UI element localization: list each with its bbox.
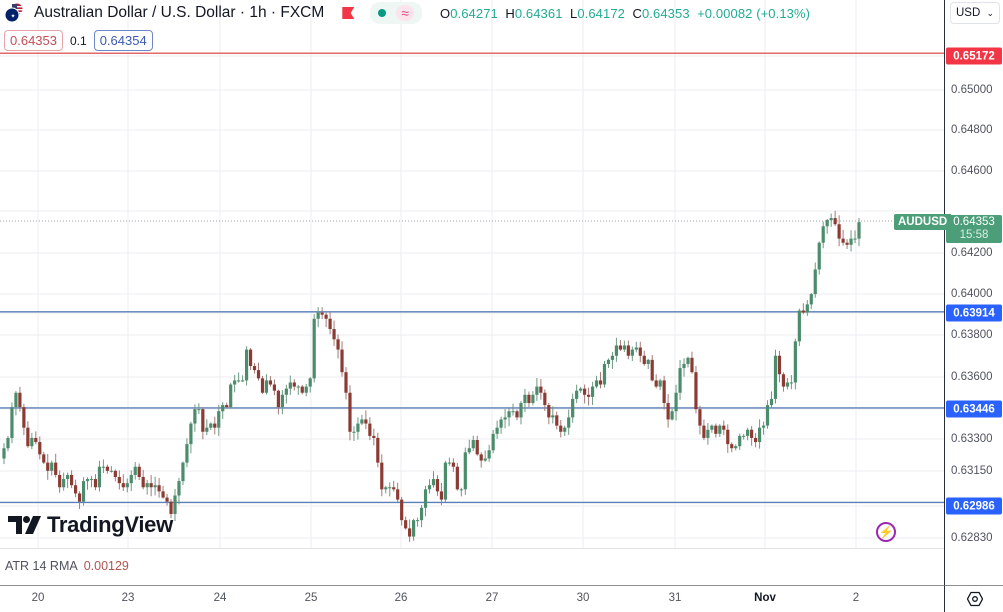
time-axis-label: 27	[485, 592, 499, 604]
time-axis-label: Nov	[754, 592, 776, 604]
sell-price-button[interactable]: 0.64353	[4, 30, 63, 51]
flag-icon[interactable]	[342, 7, 355, 19]
buy-price-button[interactable]: 0.64354	[93, 30, 153, 51]
last-price-value: 0.64353	[953, 216, 995, 228]
atr-name: ATR 14 RMA	[5, 559, 78, 573]
chevron-down-icon: ⌄	[986, 7, 994, 18]
last-price-symbol: AUDUSD	[894, 214, 952, 230]
svg-text:✦: ✦	[11, 13, 16, 20]
price-axis-label: 0.63300	[951, 433, 993, 445]
spread-value: 0.1	[70, 33, 87, 48]
time-axis-label: 31	[668, 592, 682, 604]
time-axis-label: 26	[394, 592, 408, 604]
time-axis[interactable]: 20 23 24 25 26 27 30 31 Nov 2	[0, 585, 944, 612]
bar-countdown: 15:58	[959, 229, 989, 241]
price-axis-label: 0.64800	[951, 124, 993, 136]
low-label: L	[569, 5, 578, 21]
time-axis-label: 23	[121, 592, 135, 604]
price-axis-label: 0.62830	[951, 532, 993, 544]
price-axis-label: 0.65000	[951, 84, 993, 96]
close-value: 0.64353	[641, 5, 690, 21]
price-level-tag: 0.62986	[946, 497, 1002, 515]
price-axis-label: 0.63800	[951, 329, 993, 341]
change-value: +0.00082 (+0.13%)	[697, 5, 811, 21]
tradingview-logo[interactable]: TradingView	[8, 512, 173, 538]
lightning-icon[interactable]: ⚡	[876, 522, 896, 542]
symbol-title[interactable]: Australian Dollar / U.S. Dollar · 1h · F…	[34, 4, 325, 21]
au-us-flag-icon: ✦	[4, 3, 26, 23]
atr-legend: ATR 14 RMA 0.00129	[5, 559, 129, 573]
atr-value: 0.00129	[83, 559, 129, 573]
market-status-badge[interactable]: ≈	[370, 2, 422, 24]
time-axis-label: 30	[576, 592, 590, 604]
last-price-tag: AUDUSD	[894, 214, 952, 242]
high-value: 0.64361	[514, 5, 563, 21]
chart-area[interactable]	[0, 0, 944, 548]
time-axis-label: 25	[304, 592, 318, 604]
price-axis-label: 0.64600	[951, 165, 993, 177]
bid-ask-panel: 0.64353 0.1 0.64354	[4, 30, 153, 51]
price-axis-label: 0.64200	[951, 247, 993, 259]
open-value: 0.64271	[450, 5, 498, 21]
time-axis-label: 24	[213, 592, 227, 604]
currency-value: USD	[956, 7, 981, 19]
price-axis[interactable]: USD ⌄ 0.65000 0.64800 0.64600 0.64200 0.6400…	[944, 0, 1003, 585]
price-axis-label: 0.64000	[951, 288, 993, 300]
market-open-dot-icon	[378, 9, 387, 17]
last-price-axis-tag: 0.64353 15:58	[946, 215, 1002, 243]
tradingview-logo-icon	[8, 516, 41, 534]
price-level-tag: 0.63914	[946, 304, 1002, 322]
price-level-tag: 0.63446	[946, 400, 1002, 418]
tradingview-logo-text: TradingView	[47, 512, 173, 537]
time-axis-label: 20	[31, 592, 45, 604]
low-value: 0.64172	[577, 5, 626, 21]
settings-gear-icon	[966, 591, 983, 607]
delayed-data-icon: ≈	[396, 5, 414, 21]
chart-header: ✦ Australian Dollar / U.S. Dollar · 1h ·…	[0, 0, 810, 26]
candlestick-chart[interactable]	[0, 0, 944, 548]
time-axis-label: 2	[852, 592, 860, 604]
atr-indicator-pane[interactable]: ATR 14 RMA 0.00129	[0, 549, 944, 585]
price-level-tag: 0.65172	[946, 47, 1002, 65]
price-axis-label: 0.63600	[951, 371, 993, 383]
high-label: H	[505, 5, 515, 21]
settings-button[interactable]	[944, 585, 1003, 612]
ohlc-legend: O0.64271 H0.64361 L0.64172 C0.64353 +0.0…	[440, 6, 810, 21]
currency-select[interactable]: USD ⌄	[950, 2, 1000, 24]
close-label: C	[632, 5, 642, 21]
pane-separator[interactable]	[0, 548, 944, 549]
price-axis-label: 0.63150	[951, 465, 993, 477]
open-label: O	[439, 5, 451, 21]
